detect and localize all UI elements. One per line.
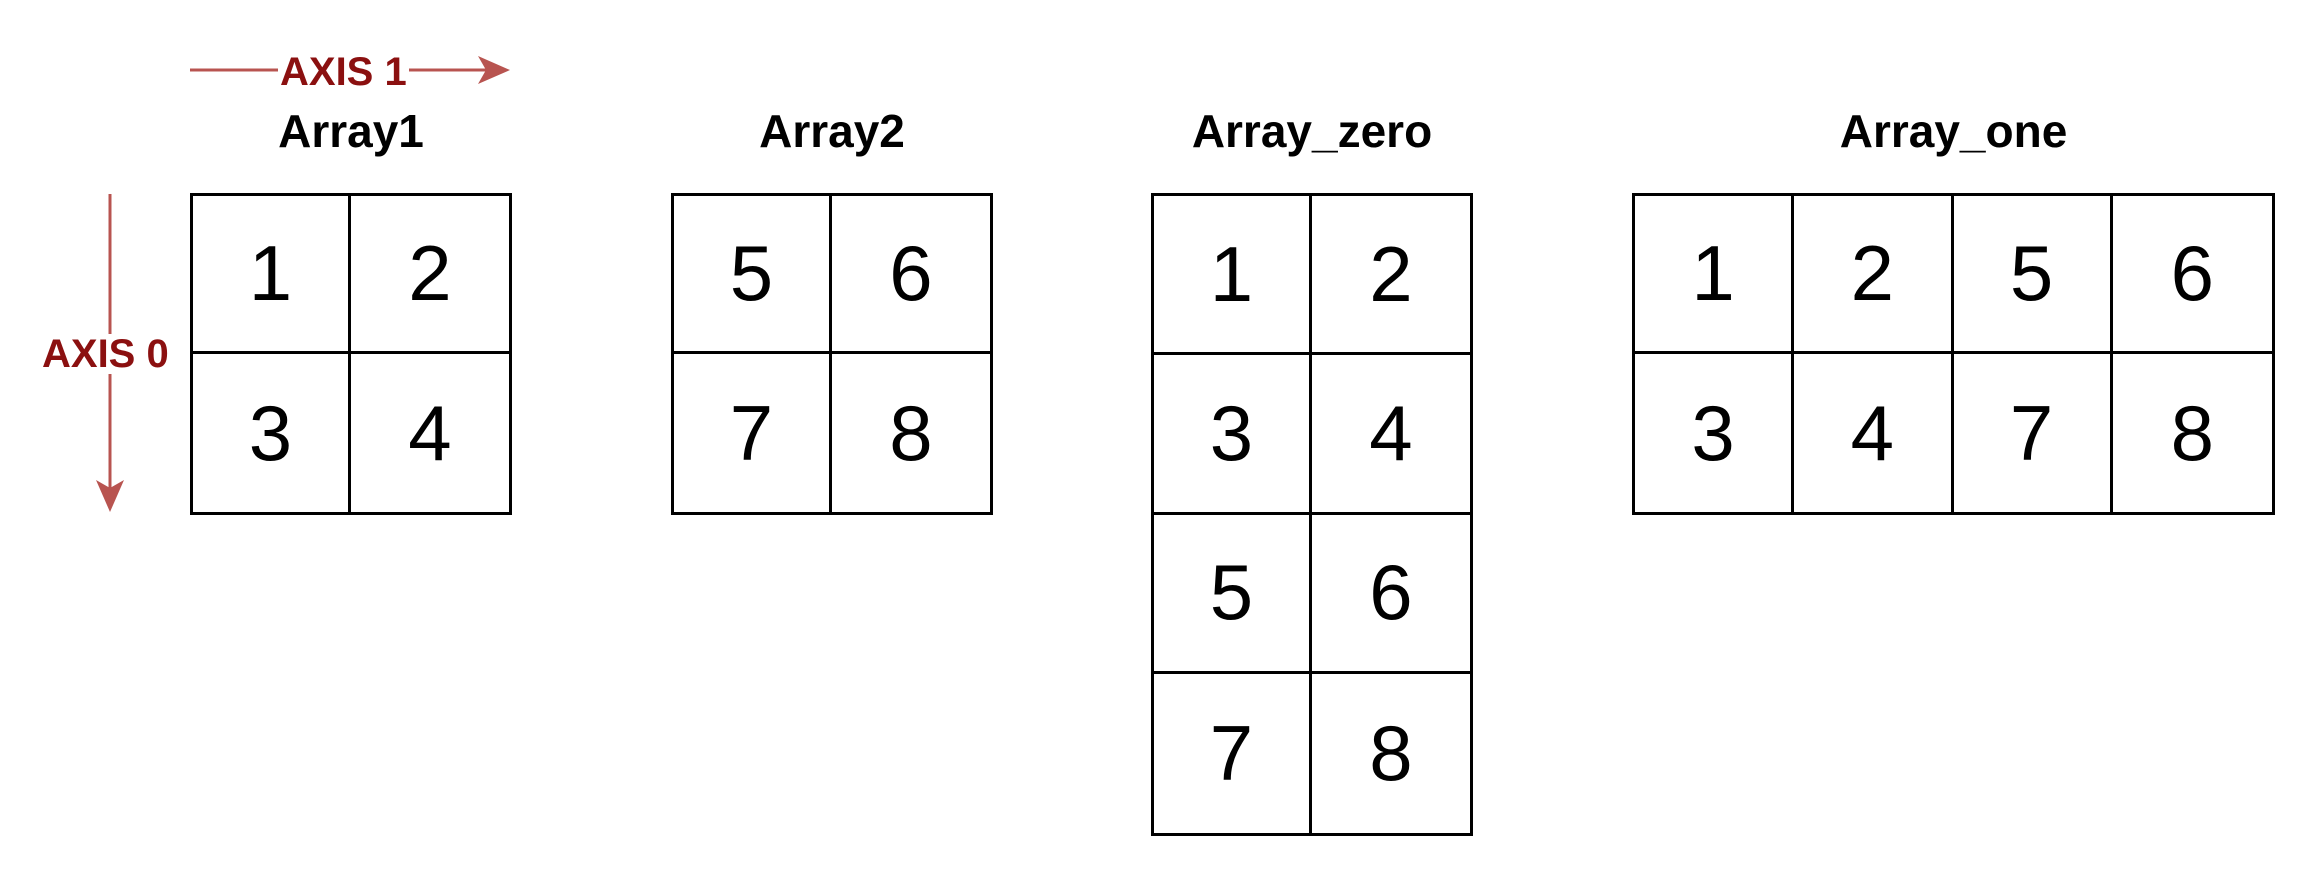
grid-cell: 7 [1154,673,1312,833]
array-zero-title: Array_zero [1191,105,1433,157]
grid-cell: 5 [674,196,832,354]
array-one-title: Array_one [1839,105,2068,157]
grid-cell: 2 [351,196,509,354]
axis0-arrow-head [96,480,124,512]
grid-cell: 6 [2112,196,2272,354]
grid-cell: 6 [832,196,990,354]
axis0-label: AXIS 0 [40,332,171,376]
grid-cell: 8 [889,388,933,477]
array2-title: Array2 [759,105,905,157]
grid-cell: 6 [1312,515,1470,674]
grid-cell: 1 [1154,196,1312,356]
grid-cell: 4 [1794,354,1954,512]
grid-cell: 5 [1953,196,2113,354]
grid-cell: 3 [1635,354,1795,512]
grid-cell: 8 [2170,388,2215,477]
axis1-arrow-head [478,56,510,84]
grid-cell: 7 [674,354,832,512]
axis1-label: AXIS 1 [278,50,409,94]
grid-cell: 4 [1312,355,1470,515]
grid-cell: 7 [1954,354,2113,512]
grid-cell: 5 [1154,514,1312,674]
grid-cell: 8 [1369,708,1413,797]
grid-cell: 2 [1794,196,1954,354]
grid-cell: 1 [1635,196,1795,354]
grid-cell: 4 [408,388,452,477]
grid-cell: 3 [1154,355,1312,515]
grid-cell: 3 [193,354,351,512]
grid-cell: 1 [193,196,351,354]
array1-title: Array1 [278,105,424,157]
grid-cell: 2 [1312,196,1470,356]
